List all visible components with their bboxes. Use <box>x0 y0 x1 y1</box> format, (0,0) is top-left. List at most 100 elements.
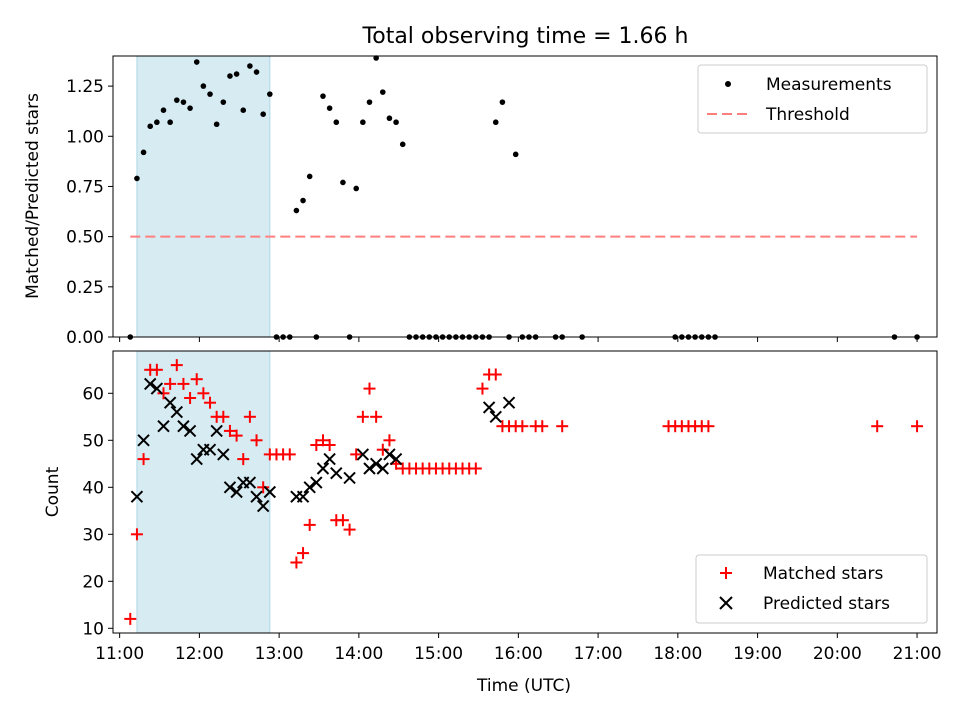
predicted-star-point <box>230 485 243 499</box>
predicted-star-point <box>250 490 263 503</box>
matched-star-point <box>177 377 190 390</box>
top-axes-frame <box>112 55 938 338</box>
matched-star-point <box>323 439 336 451</box>
predicted-star-point <box>323 452 336 466</box>
bottom-ytick-label: 50 <box>82 431 104 451</box>
bottom-axes-frame <box>112 350 938 634</box>
measurement-point <box>253 69 260 75</box>
predicted-star-point <box>150 382 164 395</box>
matched-star-point <box>469 462 482 475</box>
bottom-xtick-label: 13:00 <box>255 644 304 664</box>
predicted-star-point <box>144 377 157 391</box>
top-legend: Measurements Threshold <box>697 64 928 134</box>
predicted-stars-points <box>130 377 516 513</box>
top-ytick-label: 1.00 <box>66 127 104 147</box>
measurement-point <box>193 59 200 65</box>
bottom-xtick-label: 21:00 <box>893 644 942 664</box>
predicted-star-point <box>137 434 150 447</box>
predicted-star-point <box>383 448 396 461</box>
predicted-star-point <box>310 476 323 489</box>
top-ytick-label: 0.25 <box>66 278 104 298</box>
matched-star-point <box>350 448 363 461</box>
measurement-point <box>267 91 273 97</box>
matched-star-point <box>170 359 183 372</box>
bottom-axis-ticks: 10 20 30 40 50 60 11:00 12:00 13:00 14:00 15:00 16:… <box>82 384 941 664</box>
matched-star-point <box>257 481 270 494</box>
bottom-xtick-label: 19:00 <box>733 644 782 664</box>
matched-star-point <box>197 387 210 400</box>
measurement-point <box>399 141 406 148</box>
bottom-ytick-label: 30 <box>82 525 104 545</box>
predicted-star-point <box>243 476 257 489</box>
measurement-point <box>173 97 180 103</box>
measurement-point <box>353 185 360 192</box>
matched-star-point <box>310 439 323 451</box>
measurement-point <box>220 99 227 105</box>
measurement-point <box>180 99 187 105</box>
predicted-star-point <box>369 457 383 471</box>
predicted-star-point <box>482 401 496 414</box>
bottom-xtick-label: 20:00 <box>813 644 862 664</box>
measurement-point <box>147 123 154 130</box>
bottom-xtick-label: 15:00 <box>414 644 463 664</box>
bottom-xtick-label: 14:00 <box>334 644 383 664</box>
matched-star-point <box>223 424 236 437</box>
matched-star-point <box>190 373 203 386</box>
matched-star-point <box>370 410 383 423</box>
measurement-point <box>393 119 399 126</box>
chart-title: Total observing time = 1.66 h <box>362 24 689 49</box>
matched-star-point <box>363 382 376 395</box>
measurement-point <box>260 111 266 118</box>
matched-star-point <box>164 377 177 390</box>
bottom-ylabel: Count <box>43 466 63 517</box>
bottom-xtick-label: 16:00 <box>494 644 543 664</box>
predicted-star-point <box>489 410 502 424</box>
measurement-point <box>227 73 233 79</box>
measurement-point <box>499 99 506 105</box>
matched-stars-points <box>124 359 924 625</box>
top-ylabel: Matched/Predicted stars <box>23 93 43 299</box>
matched-star-point <box>184 392 197 404</box>
top-legend-box <box>697 64 928 134</box>
predicted-star-point <box>190 452 203 466</box>
matched-star-point <box>130 528 143 541</box>
predicted-star-point <box>363 462 376 475</box>
predicted-star-point <box>316 462 330 475</box>
legend-threshold-label: Threshold <box>765 105 850 125</box>
matched-star-point <box>303 518 316 531</box>
bottom-xtick-label: 11:00 <box>95 644 144 664</box>
matched-star-point <box>150 363 163 376</box>
measurement-point <box>306 173 313 180</box>
measurement-point <box>360 119 366 126</box>
measurement-point <box>340 179 346 186</box>
measurement-point <box>247 63 253 69</box>
measurement-point <box>333 119 340 126</box>
bottom-panel: 10 20 30 40 50 60 11:00 12:00 13:00 14:00 15:00 16:… <box>43 350 942 696</box>
legend-measurements-label: Measurements <box>766 75 892 95</box>
matched-star-point <box>343 523 356 536</box>
matched-star-point <box>702 420 715 433</box>
bottom-xtick-label: 17:00 <box>574 644 623 664</box>
predicted-star-point <box>256 499 270 513</box>
matched-star-point <box>556 420 569 433</box>
measurement-point <box>167 119 173 126</box>
bottom-ytick-label: 10 <box>82 619 104 639</box>
predicted-star-point <box>389 452 403 466</box>
matched-star-point <box>376 443 389 456</box>
predicted-star-point <box>130 490 144 503</box>
matched-star-point <box>536 420 549 433</box>
predicted-star-point <box>376 462 390 475</box>
measurement-point <box>300 197 306 204</box>
matched-star-point <box>489 368 502 381</box>
matched-star-point <box>204 396 217 409</box>
measurement-point <box>140 149 147 156</box>
matched-star-point <box>336 514 349 527</box>
legend-matched-label: Matched stars <box>763 564 883 584</box>
predicted-star-point <box>223 481 237 494</box>
bottom-xlabel: Time (UTC) <box>476 676 571 696</box>
predicted-star-point <box>303 481 316 494</box>
matched-star-point <box>356 410 369 423</box>
measurement-point <box>492 119 499 126</box>
predicted-star-point <box>163 396 177 409</box>
